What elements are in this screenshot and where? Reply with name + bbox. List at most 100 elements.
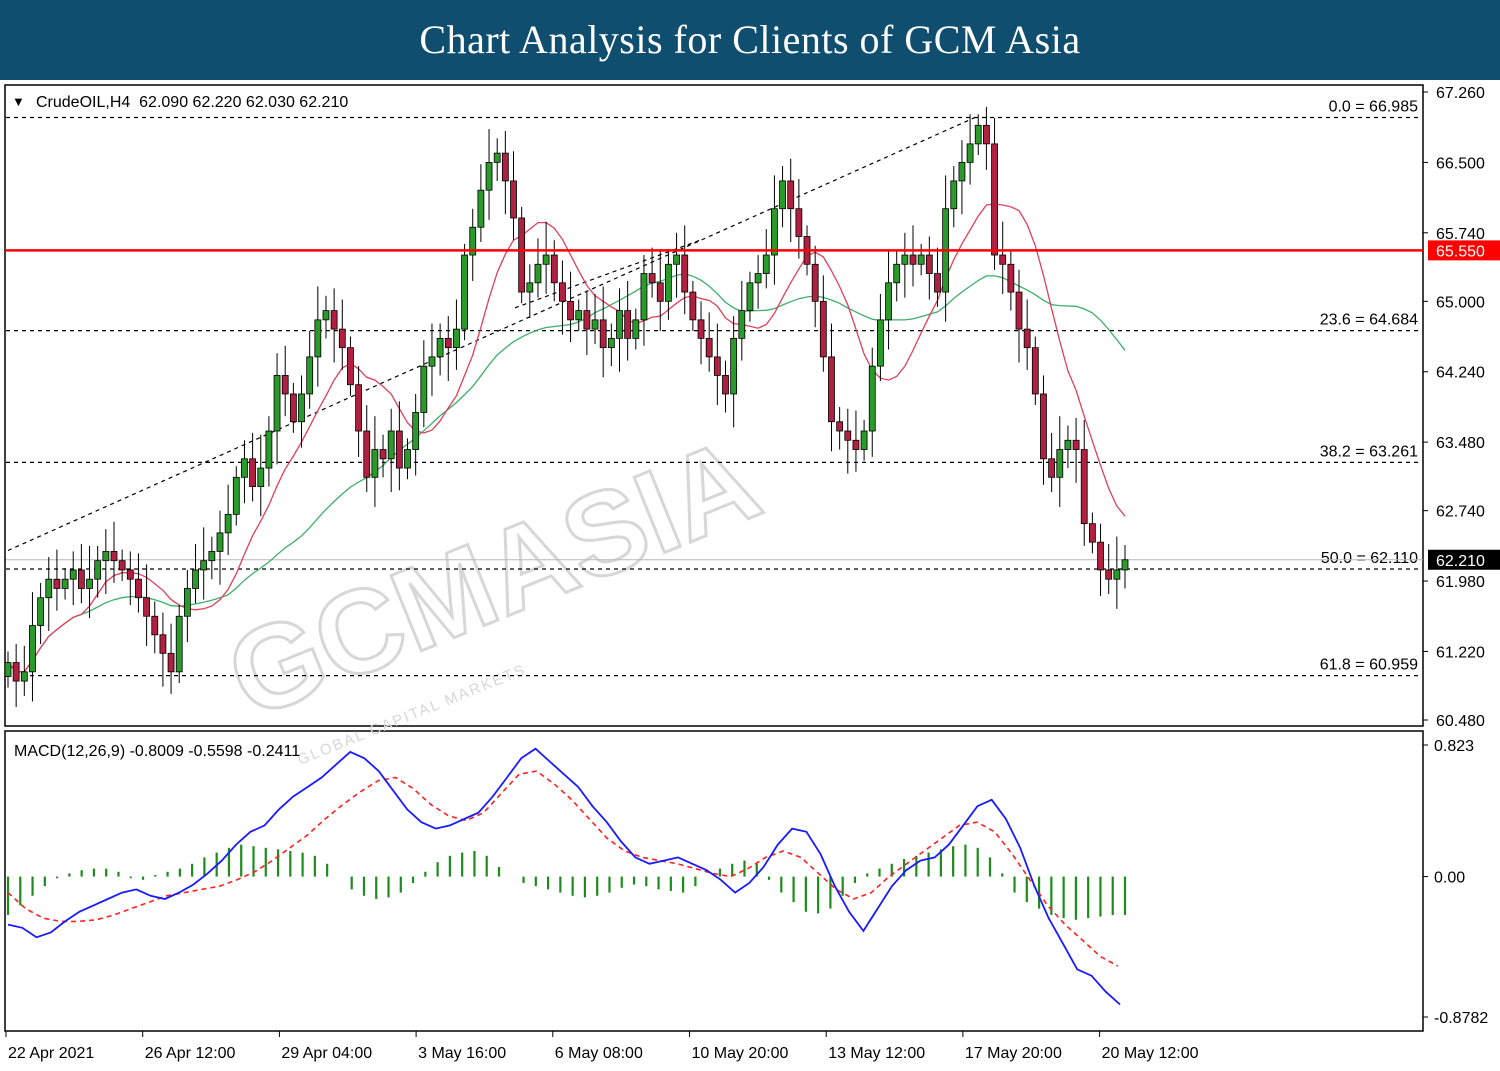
candle [461, 243, 468, 341]
candle [518, 206, 526, 304]
candle [232, 466, 240, 526]
candle [974, 114, 982, 155]
time-tick-label: 22 Apr 2021 [8, 1045, 94, 1062]
candle-body [208, 551, 216, 562]
candle-body [167, 652, 175, 673]
candle-body [338, 328, 346, 349]
candle [819, 275, 827, 372]
candle [1007, 249, 1015, 311]
candle [632, 308, 640, 350]
candle-body [852, 439, 860, 450]
candle-body [232, 476, 240, 515]
candle-body [575, 310, 583, 321]
candle [241, 440, 248, 504]
current-price-box [1428, 549, 1500, 570]
candle [901, 232, 909, 298]
dropdown-icon[interactable]: ▼ [12, 94, 25, 109]
candle-body [135, 578, 142, 599]
candle [909, 225, 917, 287]
candle-body [583, 310, 591, 330]
candle-body [1031, 347, 1039, 395]
candle [289, 382, 297, 433]
candle [689, 280, 697, 331]
candle [355, 366, 362, 457]
moving-averages [7, 203, 1126, 673]
candle-body [510, 180, 517, 219]
candle-body [501, 152, 509, 182]
time-tick-label: 10 May 20:00 [692, 1045, 789, 1062]
candle [273, 353, 281, 465]
candle [77, 544, 85, 604]
candle-body [705, 337, 713, 358]
candle-body [298, 393, 305, 423]
candle-body [493, 152, 501, 163]
time-tick-label: 3 May 16:00 [418, 1045, 506, 1062]
candle [640, 255, 648, 346]
candle [852, 410, 860, 472]
candle-body [61, 578, 69, 589]
candle-body [1080, 449, 1088, 525]
candle [958, 140, 966, 215]
candle-body [860, 430, 868, 450]
upper-trendline [7, 116, 976, 552]
candle-body [844, 430, 852, 441]
candle [893, 249, 901, 302]
candle-body [1121, 559, 1129, 571]
candle [12, 644, 20, 708]
candle-body [306, 356, 314, 395]
time-tick-label: 17 May 20:00 [965, 1045, 1062, 1062]
candle [135, 553, 142, 613]
candle-body [599, 319, 607, 349]
candle-body [607, 337, 615, 349]
candle-body [713, 356, 721, 376]
candle [444, 316, 452, 381]
fib-label-1: 23.6 = 64.684 [1320, 312, 1418, 329]
candle [567, 271, 574, 343]
candle-body [281, 375, 289, 395]
candle-body [200, 560, 208, 571]
candle [216, 510, 224, 585]
candle-body [836, 421, 844, 432]
candle [159, 612, 167, 687]
candle-body [999, 254, 1007, 265]
candle-body [950, 180, 958, 210]
candle-body [29, 625, 36, 673]
candle [420, 340, 428, 428]
candle [697, 301, 705, 365]
candle-body [917, 254, 925, 265]
candle-body [771, 208, 778, 256]
price-tick-label: 62.740 [1436, 504, 1485, 521]
candle-body [885, 282, 892, 321]
candle [624, 280, 632, 361]
candle-body [469, 226, 477, 256]
candle [999, 221, 1007, 294]
candle [754, 255, 762, 309]
candle-body [1113, 569, 1121, 580]
candle [192, 544, 199, 604]
candle-body [1105, 569, 1113, 580]
fib-label-3: 50.0 = 62.110 [1321, 550, 1418, 567]
candle-body [192, 569, 199, 589]
candle-body [94, 560, 102, 580]
candle [868, 347, 876, 457]
candle-body [322, 310, 330, 321]
candle-body [779, 180, 786, 210]
candle-body [1023, 328, 1031, 349]
candle [412, 393, 420, 476]
candle-body [925, 254, 933, 274]
candle [224, 484, 232, 556]
candle [648, 247, 656, 298]
candle-body [591, 319, 599, 330]
candle [705, 312, 713, 372]
candle [257, 434, 265, 517]
candle-body [110, 551, 118, 562]
candle [151, 601, 159, 654]
candle [1088, 512, 1096, 554]
time-tick-label: 20 May 12:00 [1102, 1045, 1199, 1062]
candle-body [387, 430, 395, 460]
price-tick-label: 60.480 [1436, 713, 1485, 730]
candle-body [151, 615, 159, 636]
candle-body [453, 328, 460, 349]
candle [510, 151, 517, 241]
candle [314, 286, 322, 387]
